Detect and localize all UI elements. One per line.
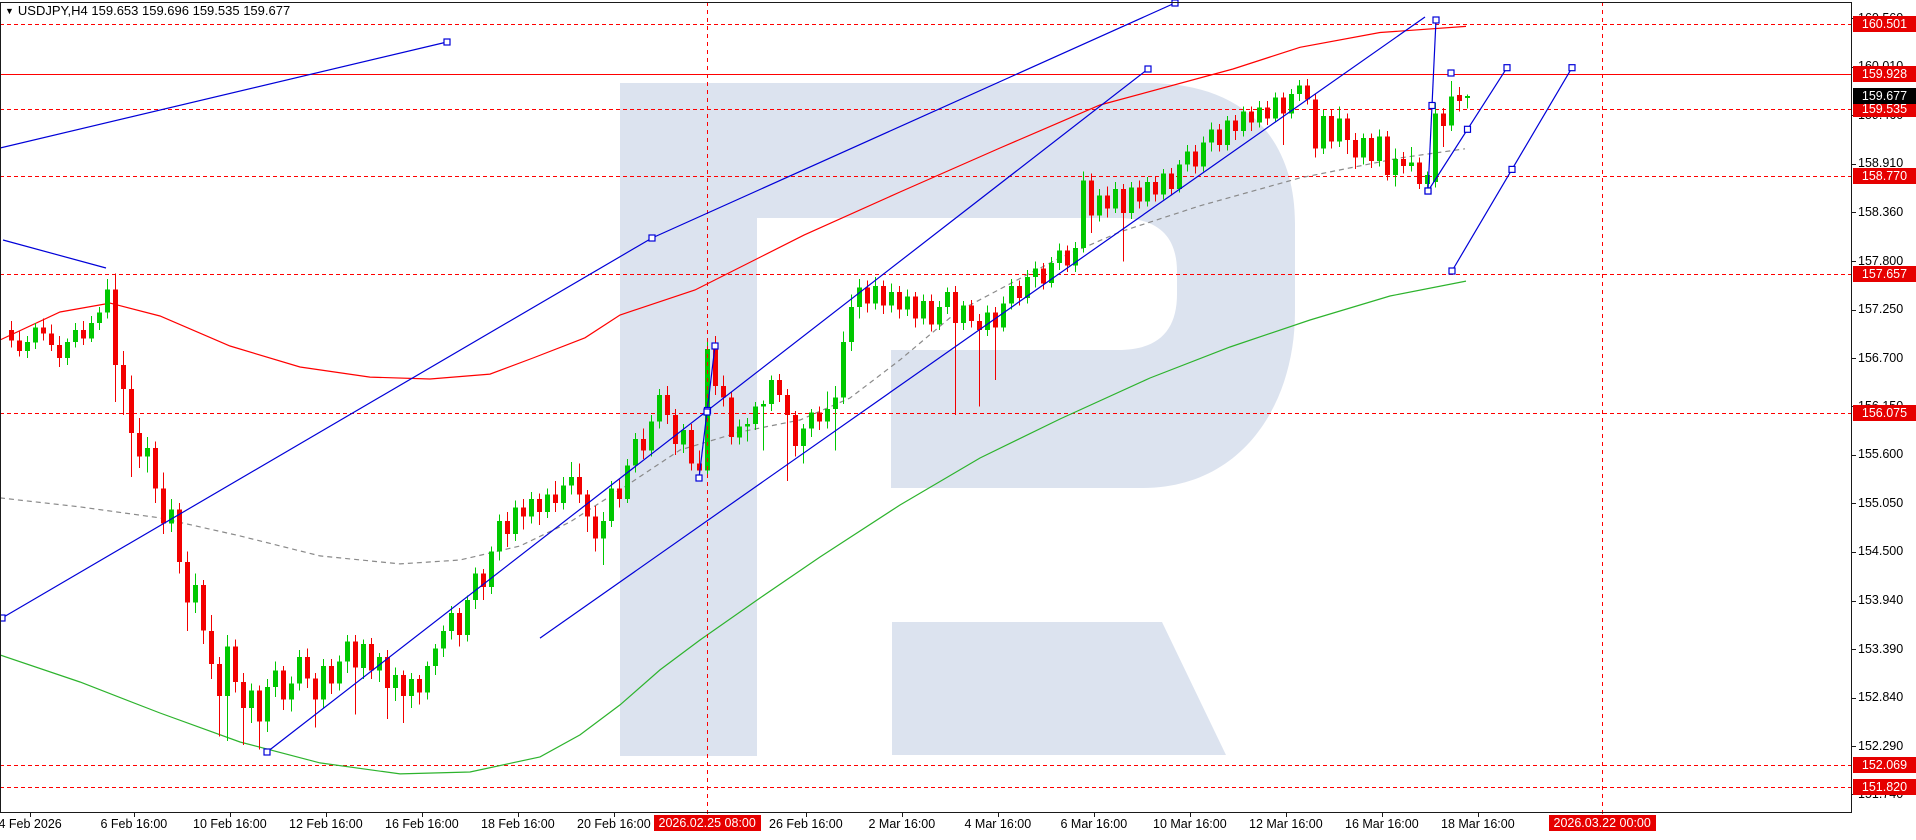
price-level-badge: 159.928 xyxy=(1853,66,1916,83)
time-tick-label: 18 Feb 16:00 xyxy=(481,817,555,831)
time-tick-label: 12 Mar 16:00 xyxy=(1249,817,1323,831)
time-tick-label: 4 Feb 2026 xyxy=(0,817,62,831)
time-tick-label: 18 Mar 16:00 xyxy=(1441,817,1515,831)
trendline-topleft-falling xyxy=(2,239,107,269)
price-level-badge: 160.501 xyxy=(1853,15,1916,32)
time-tick-label: 16 Mar 16:00 xyxy=(1345,817,1419,831)
price-level-badge: 156.075 xyxy=(1853,405,1916,422)
watermark-logo xyxy=(620,83,1295,756)
price-tick-label: 158.910 xyxy=(1858,156,1904,171)
time-tick-label: 10 Mar 16:00 xyxy=(1153,817,1227,831)
plot-border xyxy=(0,2,1852,813)
trendline-topleft-rising xyxy=(0,41,448,149)
time-tick-label: 10 Feb 16:00 xyxy=(193,817,267,831)
time-tick-label: 26 Feb 16:00 xyxy=(769,817,843,831)
price-tick-label: 155.050 xyxy=(1858,495,1904,510)
price-tick-label: 156.700 xyxy=(1858,350,1904,365)
price-tick-label: 153.940 xyxy=(1858,593,1904,608)
time-tick-label: 20 Feb 16:00 xyxy=(577,817,651,831)
title-ohlc-values: 159.653 159.696 159.535 159.677 xyxy=(91,3,291,18)
price-axis-ticks xyxy=(1851,18,1856,795)
price-tick-label: 155.600 xyxy=(1858,447,1904,462)
candlesticks xyxy=(9,79,1470,750)
time-tick-label: 6 Feb 16:00 xyxy=(100,817,168,831)
price-tick-label: 152.290 xyxy=(1858,738,1904,753)
time-tick-label: 6 Mar 16:00 xyxy=(1060,817,1128,831)
time-line-badge: 2026.02.25 08:00 xyxy=(653,815,761,831)
price-level-badge: 152.069 xyxy=(1853,757,1916,774)
ma-fast-red xyxy=(0,25,1467,380)
price-level-badge: 151.820 xyxy=(1853,779,1916,796)
price-level-badge: 158.770 xyxy=(1853,167,1916,184)
price-tick-label: 154.500 xyxy=(1858,544,1904,559)
price-tick-label: 158.360 xyxy=(1858,204,1904,219)
chart-title: ▼ USDJPY,H4 159.653 159.696 159.535 159.6… xyxy=(5,3,290,18)
price-tick-label: 152.840 xyxy=(1858,690,1904,705)
time-tick-label: 2 Mar 16:00 xyxy=(868,817,936,831)
time-axis-ticks xyxy=(30,812,1479,817)
price-level-badge: 157.657 xyxy=(1853,265,1916,282)
trendline-rising-inner xyxy=(539,16,1426,639)
symbol-menu-icon[interactable]: ▼ xyxy=(5,6,14,16)
time-tick-label: 16 Feb 16:00 xyxy=(385,817,459,831)
time-line-badge: 2026.03.22 00:00 xyxy=(1548,815,1656,831)
time-tick-label: 12 Feb 16:00 xyxy=(289,817,363,831)
current-price-badge: 159.677 xyxy=(1853,88,1916,105)
ma-slow-green xyxy=(0,280,1467,775)
price-tick-label: 157.800 xyxy=(1858,253,1904,268)
price-tick-label: 157.250 xyxy=(1858,302,1904,317)
title-symbol-period: USDJPY,H4 xyxy=(17,3,88,18)
trendline-rising-upper xyxy=(651,2,1176,239)
trendline-rising-long xyxy=(1,237,653,619)
price-tick-label: 153.390 xyxy=(1858,641,1904,656)
price-level-badge: 159.535 xyxy=(1853,100,1916,117)
time-tick-label: 4 Mar 16:00 xyxy=(964,817,1032,831)
